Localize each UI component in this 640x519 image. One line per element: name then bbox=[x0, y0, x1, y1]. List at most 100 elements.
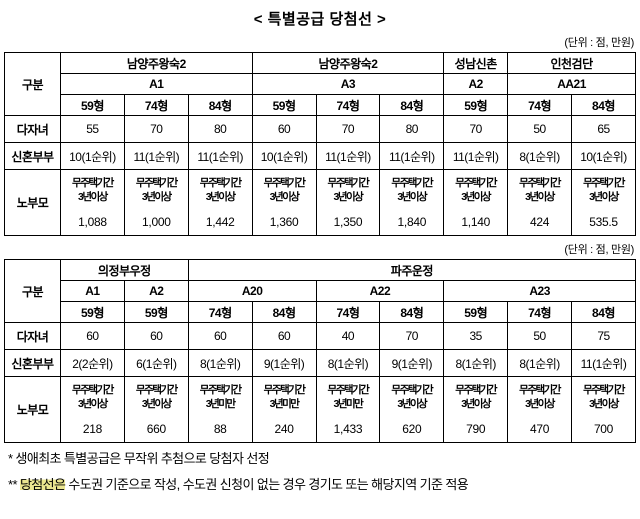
footnote-2: ** 당첨선은 수도권 기준으로 작성, 수도권 신청이 없는 경우 경기도 또… bbox=[8, 476, 636, 495]
score-cell: 10(1순위) bbox=[571, 142, 636, 170]
score-cell: 8(1순위) bbox=[315, 349, 381, 377]
block-code-header: A20 bbox=[187, 280, 317, 302]
footnote-2-highlight: 당첨선은 bbox=[19, 476, 66, 492]
unit-type-header: 74형 bbox=[123, 94, 189, 116]
cond-period: 무주택기간 bbox=[455, 176, 497, 189]
elderly-cell: 무주택기간 3년이상 470 bbox=[507, 376, 572, 443]
score-cell: 11(1순위) bbox=[123, 142, 189, 170]
block-code-header: A23 bbox=[443, 280, 636, 302]
cond-term: 3년이상 bbox=[205, 191, 236, 203]
score-cell: 70 bbox=[443, 115, 509, 143]
row-label-multichild: 다자녀 bbox=[4, 322, 61, 350]
score-cell: 55 bbox=[60, 115, 125, 143]
elderly-cell: 무주택기간 3년이상 620 bbox=[379, 376, 445, 443]
cond-period: 무주택기간 bbox=[519, 176, 561, 189]
cond-term: 3년이상 bbox=[78, 191, 108, 203]
row-label-elderly-parent: 노부모 bbox=[4, 376, 61, 443]
score-cell: 11(1순위) bbox=[315, 142, 381, 170]
unit-note-2: (단위 : 점, 만원) bbox=[564, 244, 634, 256]
footnote-2-text: 수도권 기준으로 작성, 수도권 신청이 없는 경우 경기도 또는 해당지역 기… bbox=[65, 476, 469, 492]
corner-header: 구분 bbox=[4, 52, 61, 116]
score-cell: 8(1순위) bbox=[507, 142, 572, 170]
score-cell: 50 bbox=[507, 115, 572, 143]
block-code-header: A2 bbox=[443, 73, 509, 95]
elderly-cell: 무주택기간 3년이상 535.5 bbox=[571, 169, 636, 236]
cond-period: 무주택기간 bbox=[327, 176, 370, 189]
score-cell: 35 bbox=[443, 322, 509, 350]
unit-type-header: 74형 bbox=[315, 301, 381, 323]
elderly-value: 1,360 bbox=[269, 215, 299, 230]
cond-period: 무주택기간 bbox=[135, 176, 178, 189]
cond-period: 무주택기간 bbox=[72, 383, 114, 396]
elderly-value: 470 bbox=[530, 422, 550, 437]
corner-header: 구분 bbox=[4, 259, 61, 323]
score-cell: 80 bbox=[187, 115, 253, 143]
elderly-cell: 무주택기간 3년이상 1,442 bbox=[187, 169, 253, 236]
elderly-value: 620 bbox=[402, 422, 422, 437]
region-header: 남양주왕숙2 bbox=[60, 52, 253, 74]
score-cell: 60 bbox=[251, 115, 317, 143]
cond-period: 무주택기간 bbox=[391, 176, 433, 189]
block-code-header: A1 bbox=[60, 73, 253, 95]
elderly-value: 1,350 bbox=[333, 215, 363, 230]
elderly-cell: 무주택기간 3년이상 1,350 bbox=[315, 169, 381, 236]
region-header: 인천검단 bbox=[507, 52, 636, 74]
elderly-value: 1,433 bbox=[333, 422, 363, 437]
cond-term: 3년이상 bbox=[269, 191, 300, 203]
block-code-header: A2 bbox=[123, 280, 189, 302]
cond-period: 무주택기간 bbox=[455, 383, 497, 396]
winning-line-table-2: 구분 의정부우정 파주운정 A1 A2 A20 A22 A23 59형 59형 … bbox=[4, 259, 637, 443]
elderly-value: 1,000 bbox=[142, 215, 171, 230]
cond-period: 무주택기간 bbox=[263, 383, 306, 396]
elderly-cell: 무주택기간 3년이상 1,000 bbox=[123, 169, 189, 236]
elderly-value: 700 bbox=[593, 422, 614, 437]
block-code-header: A3 bbox=[251, 73, 445, 95]
elderly-value: 240 bbox=[274, 422, 294, 437]
cond-term: 3년이상 bbox=[589, 191, 619, 203]
unit-type-header: 74형 bbox=[315, 94, 381, 116]
unit-type-header: 59형 bbox=[60, 301, 125, 323]
elderly-cell: 무주택기간 3년미만 240 bbox=[251, 376, 317, 443]
cond-term: 3년미만 bbox=[205, 398, 236, 410]
cond-term: 3년미만 bbox=[269, 398, 300, 410]
score-cell: 11(1순위) bbox=[187, 142, 253, 170]
unit-type-header: 59형 bbox=[443, 301, 509, 323]
elderly-value: 424 bbox=[530, 215, 550, 230]
footnote-2-marker: ** bbox=[8, 476, 20, 492]
score-cell: 60 bbox=[123, 322, 189, 350]
unit-type-header: 59형 bbox=[443, 94, 509, 116]
cond-period: 무주택기간 bbox=[199, 383, 242, 396]
unit-type-header: 84형 bbox=[571, 301, 636, 323]
score-cell: 8(1순위) bbox=[187, 349, 253, 377]
elderly-cell: 무주택기간 3년이상 1,360 bbox=[251, 169, 317, 236]
row-label-multichild: 다자녀 bbox=[4, 115, 61, 143]
score-cell: 60 bbox=[60, 322, 125, 350]
cond-term: 3년이상 bbox=[461, 398, 491, 410]
cond-term: 3년이상 bbox=[141, 398, 172, 410]
row-label-newlywed: 신혼부부 bbox=[4, 349, 61, 377]
score-cell: 6(1순위) bbox=[123, 349, 189, 377]
cond-period: 무주택기간 bbox=[519, 383, 561, 396]
elderly-value: 1,140 bbox=[461, 215, 490, 230]
score-cell: 70 bbox=[379, 322, 445, 350]
score-cell: 60 bbox=[187, 322, 253, 350]
cond-period: 무주택기간 bbox=[583, 176, 625, 189]
unit-type-header: 74형 bbox=[187, 301, 253, 323]
cond-period: 무주택기간 bbox=[327, 383, 370, 396]
cond-period: 무주택기간 bbox=[72, 176, 114, 189]
unit-type-header: 74형 bbox=[507, 94, 572, 116]
score-cell: 50 bbox=[507, 322, 572, 350]
unit-type-header: 59형 bbox=[123, 301, 189, 323]
unit-type-header: 84형 bbox=[379, 94, 445, 116]
unit-type-header: 59형 bbox=[60, 94, 125, 116]
elderly-value: 88 bbox=[213, 422, 227, 437]
unit-type-header: 84형 bbox=[571, 94, 636, 116]
score-cell: 10(1순위) bbox=[251, 142, 317, 170]
score-cell: 40 bbox=[315, 322, 381, 350]
score-cell: 2(2순위) bbox=[60, 349, 125, 377]
score-cell: 9(1순위) bbox=[251, 349, 317, 377]
row-label-elderly-parent: 노부모 bbox=[4, 169, 61, 236]
row-label-newlywed: 신혼부부 bbox=[4, 142, 61, 170]
region-header: 의정부우정 bbox=[60, 259, 189, 281]
elderly-value: 790 bbox=[466, 422, 486, 437]
